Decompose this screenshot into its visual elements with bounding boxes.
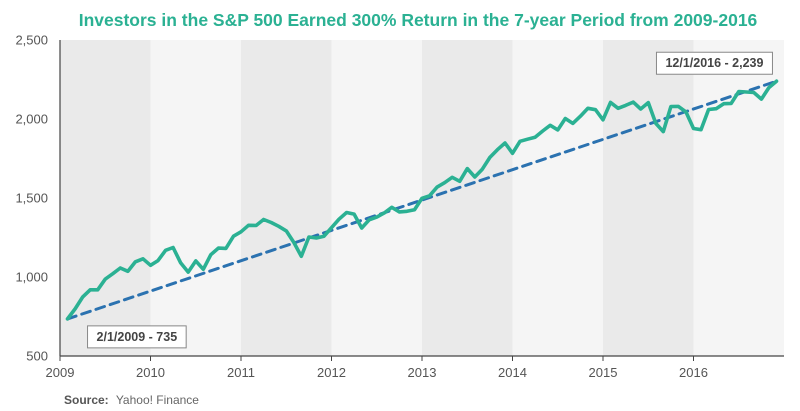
x-tick-label: 2014: [498, 365, 527, 380]
y-tick-label: 1,000: [15, 270, 48, 285]
year-band: [331, 40, 422, 356]
annotation-label: 12/1/2016 - 2,239: [665, 56, 763, 70]
y-axis-ticks: 500 1,000 1,500 2,000 2,500: [15, 33, 48, 364]
annotation-box: [655, 51, 773, 75]
year-band: [60, 40, 151, 356]
chart-title: Investors in the S&P 500 Earned 300% Ret…: [79, 10, 758, 30]
y-tick-label: 2,000: [15, 112, 48, 127]
year-band: [150, 40, 241, 356]
x-tick-label: 2010: [136, 365, 165, 380]
x-axis-ticks: 2009 2010 2011 2012 2013 2014 2015 2016: [46, 356, 708, 380]
annotation: 2/1/2009 - 735: [87, 325, 187, 349]
x-tick-label: 2011: [227, 365, 255, 380]
y-tick-label: 2,500: [15, 33, 48, 48]
annotation-box: [87, 325, 187, 349]
annotation: 12/1/2016 - 2,239: [655, 51, 773, 75]
series: [65, 79, 779, 321]
year-band: [422, 40, 513, 356]
source-label: Source:: [64, 393, 109, 407]
x-tick-label: 2016: [679, 365, 708, 380]
x-tick-label: 2015: [589, 365, 618, 380]
y-tick-label: 1,500: [15, 191, 48, 206]
source-note: Source: Yahoo! Finance: [64, 393, 199, 407]
sp500-line: [65, 79, 779, 321]
year-band: [512, 40, 603, 356]
x-tick-label: 2012: [317, 365, 346, 380]
x-tick-label: 2009: [46, 365, 75, 380]
year-bands: [60, 40, 784, 356]
x-tick-label: 2013: [408, 365, 437, 380]
annotations: 2/1/2009 - 735 12/1/2016 - 2,239: [87, 51, 773, 349]
year-band: [241, 40, 332, 356]
y-tick-label: 500: [26, 349, 48, 364]
annotation-label: 2/1/2009 - 735: [97, 330, 178, 344]
source-value: Yahoo! Finance: [116, 393, 199, 407]
year-band: [603, 40, 694, 356]
